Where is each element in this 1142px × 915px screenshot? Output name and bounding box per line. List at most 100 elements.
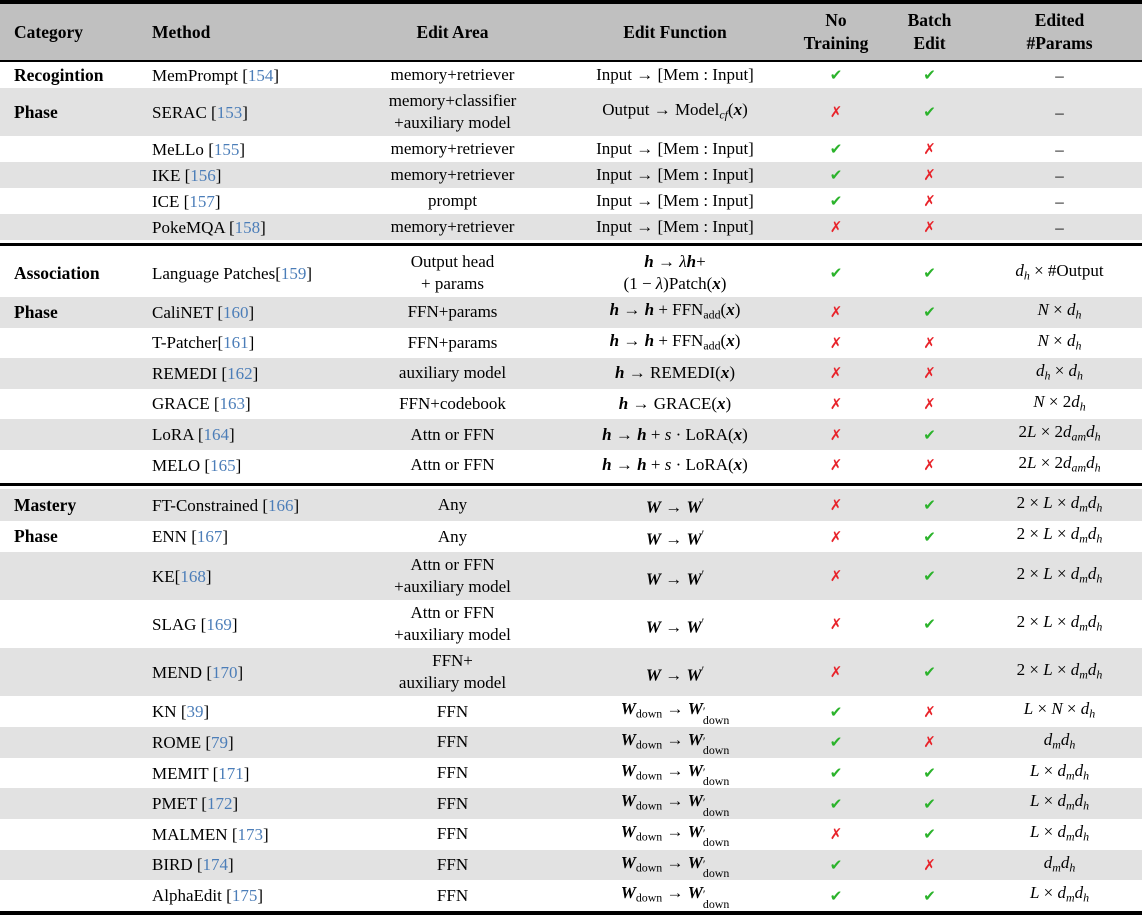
cell-no-training: ✔	[790, 788, 882, 819]
citation-link[interactable]: 164	[203, 425, 229, 445]
cell-batch-edit: ✔	[882, 819, 977, 850]
cell-method: MemPrompt [154]	[152, 65, 280, 85]
citation-link[interactable]: 168	[180, 566, 206, 586]
cell-edited-params: –	[977, 162, 1142, 188]
cell-edited-params: L × dmdh	[1029, 760, 1090, 783]
citation-link[interactable]: 159	[280, 263, 307, 283]
cell-method: ROME [79]	[140, 727, 345, 758]
citation-link[interactable]: 173	[237, 824, 263, 844]
cell-batch-edit: ✗	[882, 136, 977, 162]
cell-no-training: ✔	[790, 696, 882, 727]
citation-link[interactable]: 155	[213, 139, 240, 159]
table-row: GRACE [163] FFN+codebook h → GRACE(x) ✗ ✗ N ×…	[0, 389, 1142, 420]
cell-edit-area: FFN	[436, 701, 469, 721]
citation-link[interactable]: 154	[247, 65, 274, 85]
section-association-phase: Association Language Patches[159] Output h…	[0, 249, 1142, 480]
math-prime-sub: ′ down	[702, 856, 730, 880]
method-name: ICE	[152, 191, 184, 211]
cell-edit-function: Input → [Mem : Input]	[560, 162, 790, 188]
check-icon: ✔	[923, 615, 936, 634]
table-row: ROME [79] FFN Wdown → W ′ down ✔ ✗ dmdh	[0, 727, 1142, 758]
cell-no-training: ✗	[790, 88, 882, 136]
cross-icon: ✗	[829, 218, 843, 236]
cell-edited-params: N × dh	[1037, 330, 1082, 353]
citation-link[interactable]: 158	[234, 217, 261, 237]
cell-category	[0, 214, 140, 240]
cell-no-training: ✗	[790, 819, 882, 850]
table-header: Category Method Edit Area Edit Function No Tr…	[0, 2, 1142, 62]
cell-category: Phase	[0, 297, 140, 328]
cell-category	[0, 600, 140, 648]
table-row: SLAG [169] Attn or FFN +auxiliary model W →…	[0, 600, 1142, 648]
column-header-method: Method	[140, 2, 345, 62]
citation-link[interactable]: 157	[189, 191, 215, 211]
method-name: T-Patcher	[152, 333, 218, 353]
method-name: SERAC	[152, 102, 212, 122]
table-row: MEMIT [171] FFN Wdown → W ′ down ✔ ✔ L × dmdh	[0, 758, 1142, 789]
cell-edit-area: FFN+params	[345, 297, 560, 328]
cross-icon: ✗	[923, 333, 936, 352]
table-row: REMEDI [162] auxiliary model h → REMEDI(x)…	[0, 358, 1142, 389]
cell-batch-edit: ✔	[882, 297, 977, 328]
section-separator	[0, 240, 1142, 249]
cross-icon: ✗	[923, 166, 936, 184]
cell-edit-function: Wdown → W ′ down	[620, 760, 730, 789]
check-icon: ✔	[923, 496, 936, 515]
citation-link[interactable]: 171	[218, 763, 244, 783]
check-icon: ✔	[829, 764, 843, 782]
method-name: MeLLo	[152, 139, 209, 159]
cross-icon: ✗	[829, 615, 843, 634]
cell-method: ENN [167]	[152, 527, 229, 547]
cell-category	[0, 696, 140, 727]
citation-link[interactable]: 174	[202, 855, 229, 875]
table-row: Phase SERAC [153] memory+classifier +auxili…	[0, 88, 1142, 136]
cell-no-training: ✗	[790, 450, 882, 481]
check-icon: ✔	[829, 264, 843, 282]
cell-no-training: ✗	[790, 328, 882, 359]
check-icon: ✔	[923, 886, 936, 905]
cell-batch-edit: ✔	[882, 648, 977, 697]
citation-link[interactable]: 162	[227, 363, 253, 383]
separator-row	[0, 240, 1142, 249]
citation-link[interactable]: 169	[206, 614, 232, 634]
cell-edit-area: FFN	[345, 788, 560, 819]
citation-link[interactable]: 170	[211, 662, 238, 682]
cell-edited-params: dmdh	[977, 849, 1142, 881]
citation-link[interactable]: 172	[206, 794, 233, 814]
citation-link[interactable]: 160	[223, 302, 249, 322]
cell-edit-function: h → h + s · LoRA(x)	[560, 419, 790, 450]
cell-method: MEND [170]	[140, 648, 345, 697]
citation-link[interactable]: 167	[196, 527, 223, 547]
citation-link[interactable]: 79	[211, 732, 229, 752]
cell-edit-area: FFN+codebook	[399, 393, 506, 413]
cell-batch-edit: ✔	[882, 600, 977, 648]
citation-link[interactable]: 175	[231, 886, 258, 905]
cell-edit-function: h → REMEDI(x)	[560, 358, 790, 389]
cell-method: MEMIT [171]	[152, 763, 250, 783]
cell-method: SLAG [169]	[152, 614, 238, 634]
cell-edit-function: Output → Modelcf(x)	[560, 88, 790, 136]
cell-edit-area: Attn or FFN	[345, 419, 560, 450]
cross-icon: ✗	[923, 192, 936, 210]
cell-no-training: ✗	[790, 214, 882, 240]
cell-no-training: ✔	[790, 61, 882, 88]
citation-link[interactable]: 156	[190, 165, 216, 185]
cell-edited-params: dh × dh	[977, 358, 1142, 389]
citation-link[interactable]: 153	[216, 102, 243, 122]
cell-edit-function: W → W′	[645, 614, 705, 637]
citation-link[interactable]: 161	[223, 333, 249, 353]
cell-edited-params: N × dh	[977, 297, 1142, 328]
cell-category	[0, 758, 140, 789]
column-header-edit-function: Edit Function	[560, 2, 790, 62]
separator-row	[0, 480, 1142, 490]
cell-category: Phase	[14, 526, 58, 547]
cell-category: Mastery	[0, 489, 140, 521]
cross-icon: ✗	[829, 567, 843, 586]
cell-edit-function: h → h + FFNadd(x)	[609, 330, 741, 353]
citation-link[interactable]: 166	[268, 495, 294, 515]
citation-link[interactable]: 163	[219, 394, 246, 414]
citation-link[interactable]: 165	[210, 455, 236, 475]
check-icon: ✔	[923, 663, 936, 682]
cell-edited-params: 2 × L × dmdh	[977, 489, 1142, 521]
citation-link[interactable]: 39	[186, 702, 204, 722]
